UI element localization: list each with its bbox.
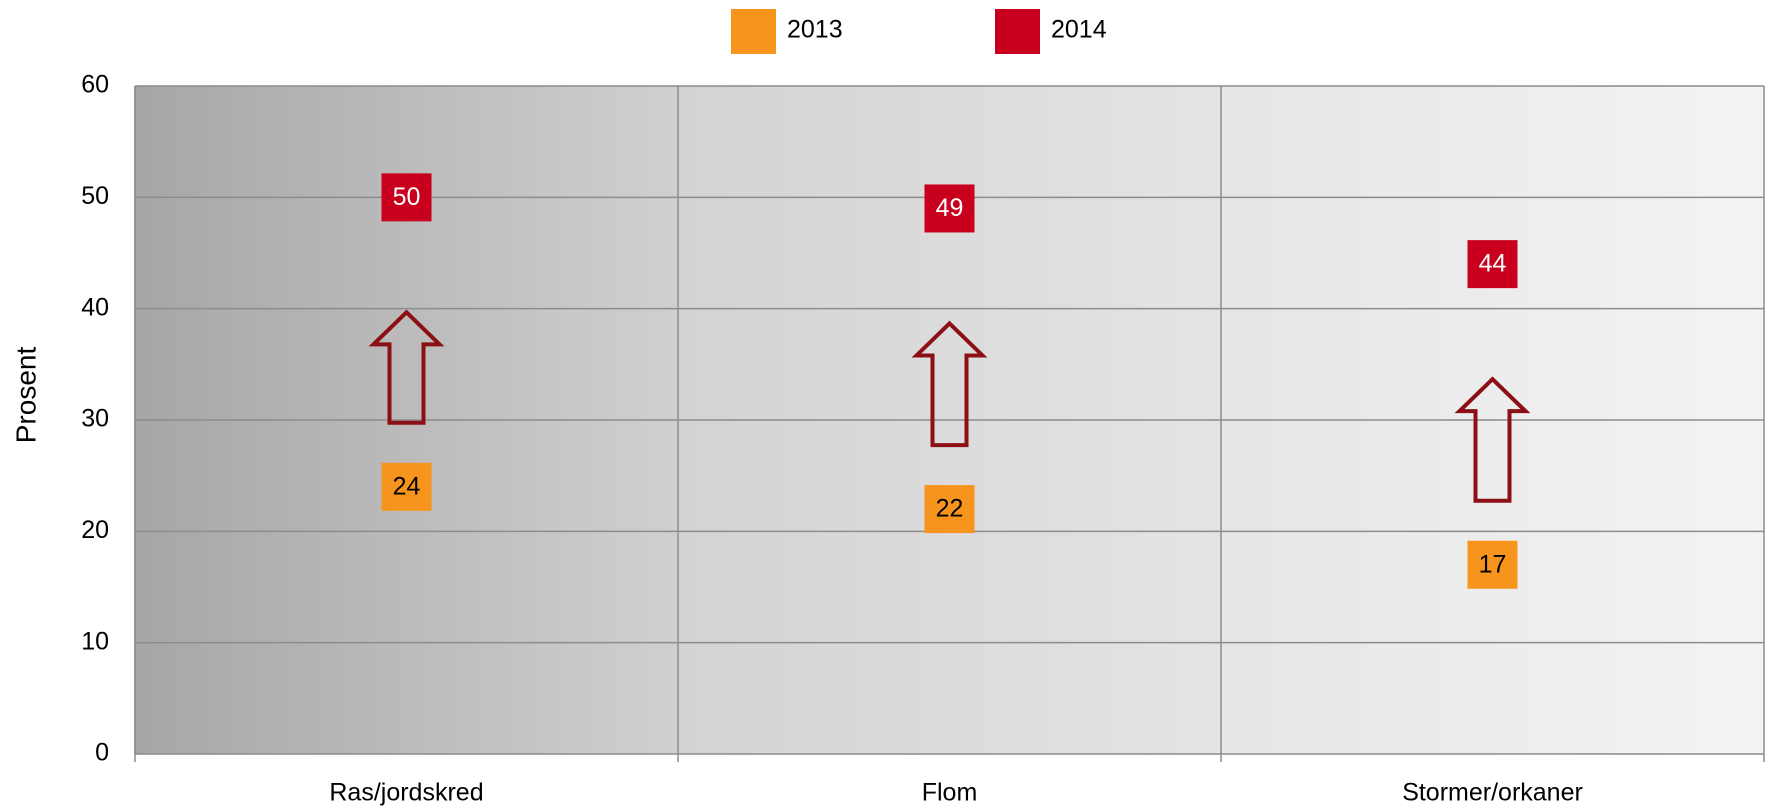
y-axis-label: Prosent bbox=[10, 347, 41, 444]
y-tick-label: 10 bbox=[81, 627, 109, 655]
data-label: 44 bbox=[1479, 250, 1507, 278]
data-label: 24 bbox=[393, 472, 421, 500]
marker bbox=[381, 462, 432, 511]
legend-label: 2013 bbox=[787, 16, 843, 44]
marker bbox=[924, 184, 975, 233]
x-tick-label: Flom bbox=[922, 779, 978, 807]
arrow bbox=[368, 309, 445, 425]
legend-item: 2014 bbox=[995, 9, 1107, 54]
data-label: 17 bbox=[1479, 550, 1507, 578]
y-tick-label: 30 bbox=[81, 405, 109, 433]
x-tick-label: Stormer/orkaner bbox=[1402, 779, 1583, 807]
data-label: 50 bbox=[393, 183, 421, 211]
y-tick-label: 60 bbox=[81, 71, 109, 99]
data-label: 49 bbox=[936, 194, 964, 222]
legend-swatch bbox=[995, 9, 1040, 54]
marker bbox=[381, 173, 432, 222]
data-label: 22 bbox=[936, 495, 964, 523]
legend-item: 2013 bbox=[731, 9, 843, 54]
marker bbox=[1467, 540, 1518, 589]
arrow bbox=[1454, 376, 1531, 503]
marker bbox=[924, 485, 975, 534]
y-tick-label: 40 bbox=[81, 293, 109, 321]
y-tick-label: 20 bbox=[81, 516, 109, 544]
y-tick-label: 0 bbox=[95, 739, 109, 767]
legend-swatch bbox=[731, 9, 776, 54]
legend-label: 2014 bbox=[1051, 16, 1107, 44]
y-tick-label: 50 bbox=[81, 182, 109, 210]
marker bbox=[1467, 240, 1518, 289]
x-tick-label: Ras/jordskred bbox=[329, 779, 483, 807]
arrow bbox=[911, 320, 988, 448]
